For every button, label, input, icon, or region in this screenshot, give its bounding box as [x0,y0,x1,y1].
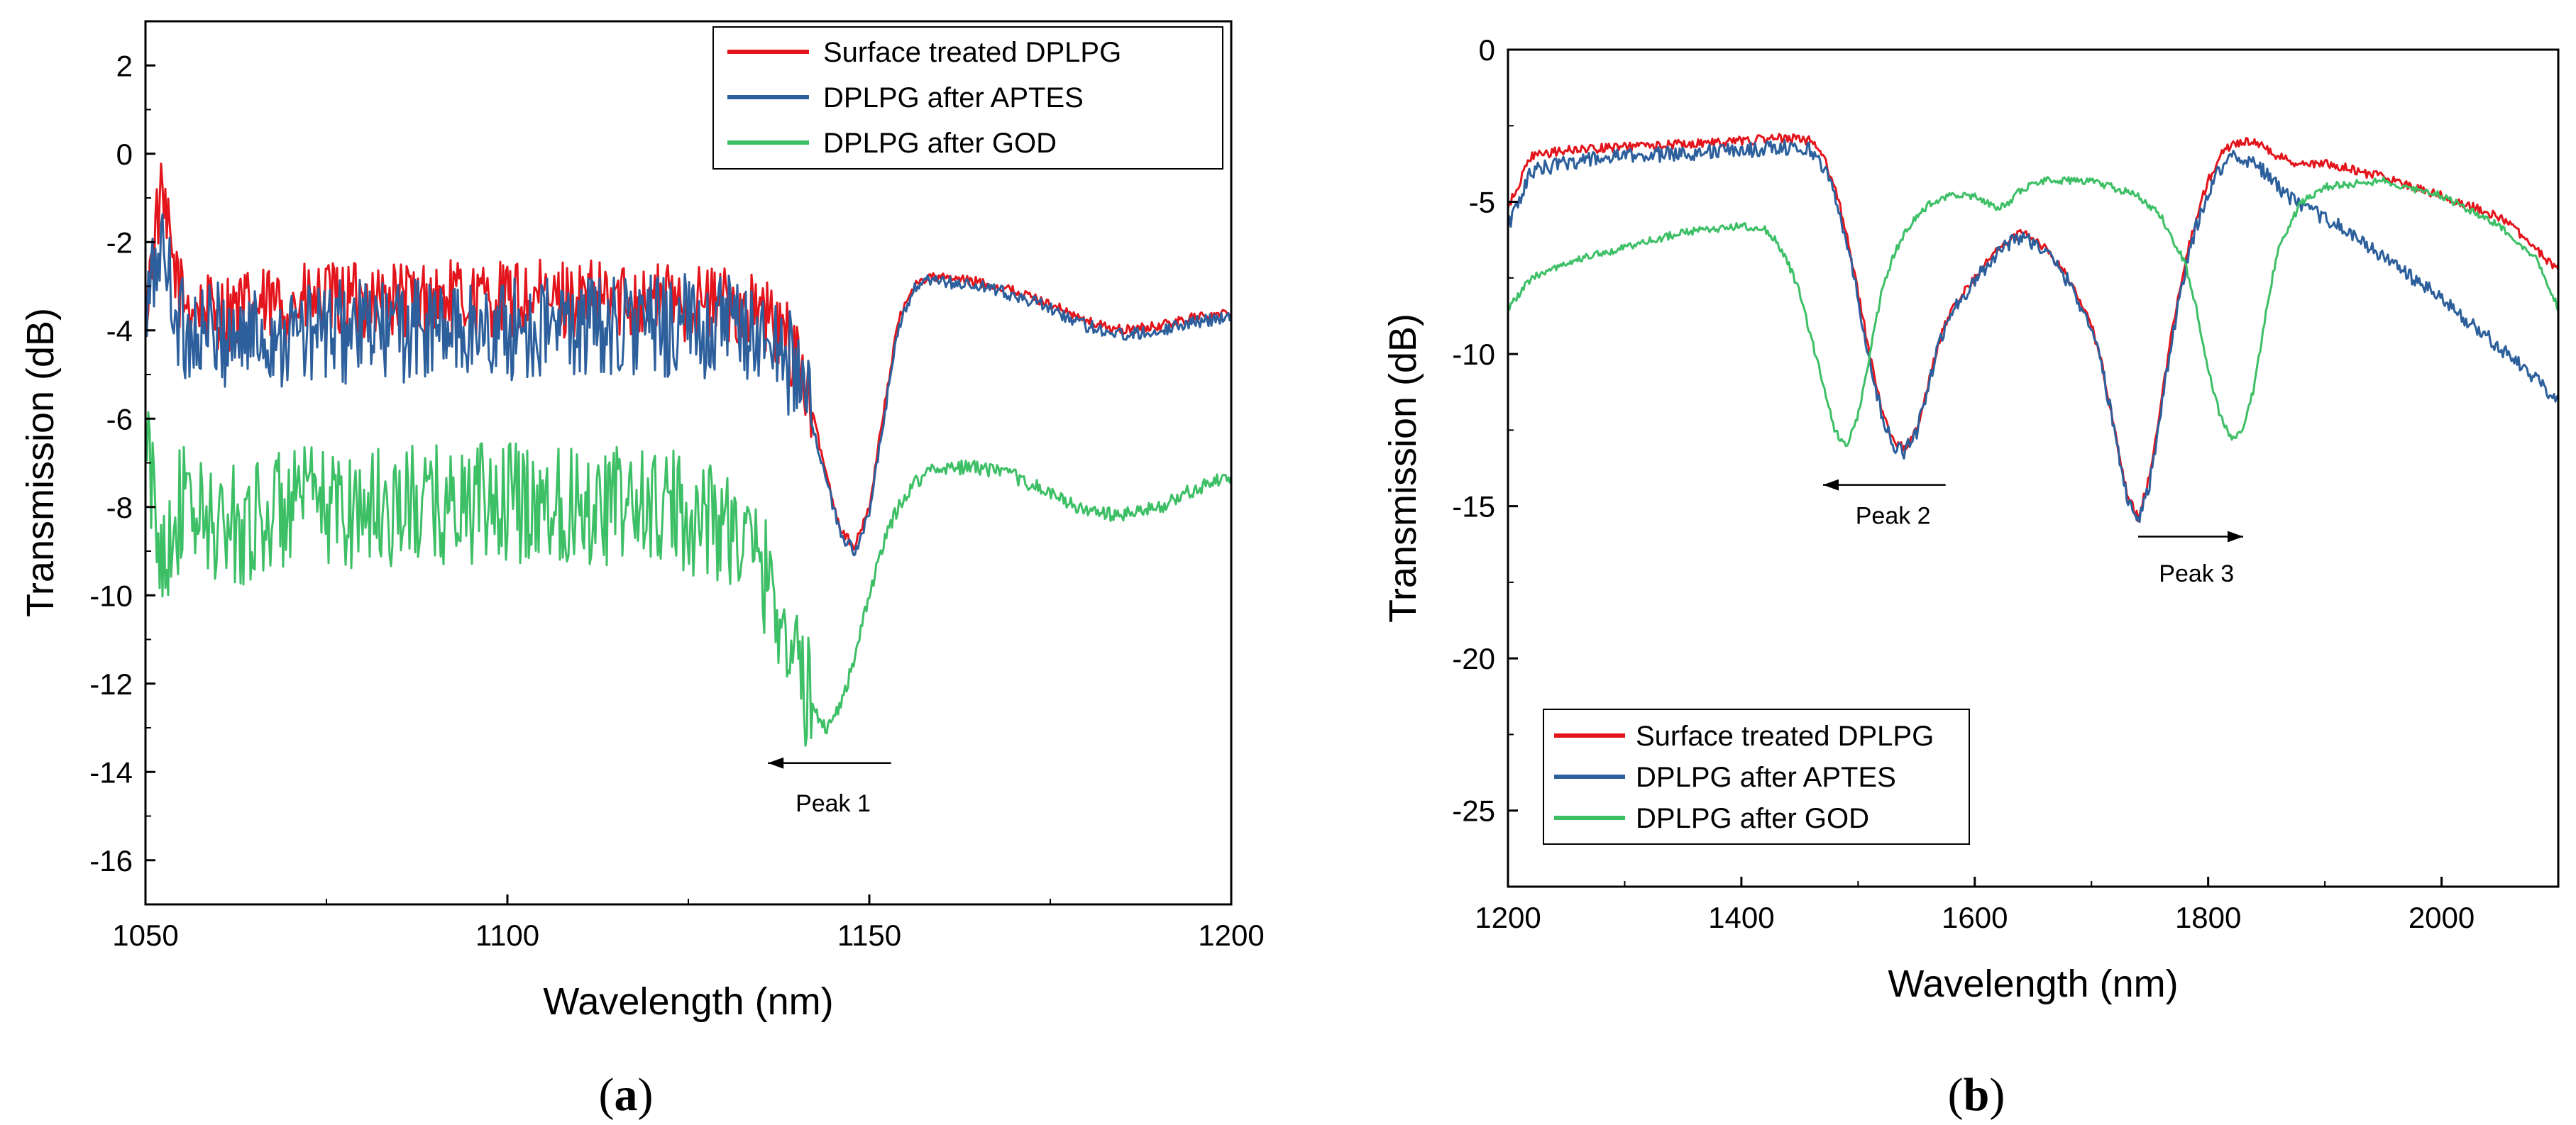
panel-b-letter: b [1964,1069,1990,1121]
panel-a-annotation-label-1: Peak 1 [796,790,871,817]
panel-b: 1200 1400 1600 1800 2000 0 -5 -10 -15 -20 -25 Wave… [1382,33,2560,1121]
panel-b-legend-label-surface-treated: Surface treated DPLPG [1636,721,1934,752]
panel-b-x-tick-label: 2000 [2409,901,2475,934]
panel-a-letter: a [615,1069,638,1121]
panel-b-label: (b) [1948,1069,2005,1121]
panel-a-y-axis-title: Transmission (dB) [19,308,62,617]
panel-a-x-tick-label: 1150 [837,919,901,952]
panel-b-legend-label-god: DPLPG after GOD [1636,803,1869,834]
panel-b-y-axis-title: Transmission (dB) [1382,314,1424,623]
panel-a-y-tick-label: 0 [116,138,133,171]
panel-b-x-tick-label: 1200 [1475,901,1541,934]
panel-a-legend-label-surface-treated: Surface treated DPLPG [823,37,1121,68]
panel-b-series-line-1 [1508,133,2558,523]
panel-b-y-tick-label: -10 [1452,338,1495,371]
panel-b-annotation-arrowhead-2 [2228,531,2243,543]
panel-a-y-tick-label: 2 [116,49,133,82]
panel-a-series-line-2 [145,213,1231,557]
panel-a: 1050 1100 1150 1200 2 0 -2 -4 -6 -8 -10 -12 -14 -16 W… [19,20,1265,1121]
panel-a-y-tick-label: -16 [89,844,133,877]
panel-b-x-tick-label: 1800 [2175,901,2241,934]
panel-b-x-axis-title: Wavelength (nm) [1888,963,2178,1005]
panel-a-x-axis-title: Wavelength (nm) [543,980,833,1023]
panel-a-annotations: Peak 1 [768,757,891,817]
panel-a-legend-label-god: DPLPG after GOD [823,128,1057,159]
panel-a-series-line-1 [145,162,1231,551]
panel-a-y-tick-label: -10 [89,579,133,612]
panel-b-x-tick-label: 1600 [1942,901,2008,934]
panel-a-y-tick-label: -12 [89,667,133,701]
panel-b-y-tick-label: -15 [1452,490,1495,523]
panel-b-series-line-3 [1508,176,2558,448]
panel-b-series-line-2 [1508,139,2558,523]
panel-b-y-tick-label: 0 [1479,33,1495,67]
panel-b-annotation-label-1: Peak 2 [1856,503,1931,530]
panel-a-annotation-arrowhead-1 [768,757,784,769]
panel-a-x-tick-label: 1200 [1198,919,1264,952]
panel-b-plot-frame [1507,48,2560,888]
panel-a-x-tick-label: 1100 [475,919,539,952]
panel-a-y-tick-label: -14 [89,755,133,789]
panel-a-label: (a) [599,1069,654,1121]
panel-a-legend: Surface treated DPLPG DPLPG after APTES … [712,26,1223,170]
panel-b-ticks: 1200 1400 1600 1800 2000 0 -5 -10 -15 -20 -25 [1452,33,2475,934]
panel-a-x-tick-label: 1050 [112,919,178,952]
panel-a-legend-label-aptes: DPLPG after APTES [823,82,1084,113]
panel-b-annotations: Peak 2 Peak 3 [1823,479,2243,587]
panel-a-y-tick-label: -8 [106,491,133,524]
panel-a-y-tick-label: -6 [106,402,133,436]
panel-a-ticks: 1050 1100 1150 1200 2 0 -2 -4 -6 -8 -10 -12 -14 -16 [89,49,1264,952]
panel-a-series-line-3 [145,411,1231,747]
panel-a-series-group [145,162,1231,747]
panel-b-x-tick-label: 1400 [1708,901,1774,934]
panel-b-annotation-arrowhead-1 [1823,479,1839,491]
panel-b-series-group [1508,133,2558,523]
panel-b-y-tick-label: -20 [1452,642,1495,675]
panel-b-y-tick-label: -5 [1469,186,1495,219]
panel-b-y-tick-label: -25 [1452,794,1495,828]
panel-a-y-tick-label: -2 [106,226,133,259]
panel-b-legend: Surface treated DPLPG DPLPG after APTES … [1543,709,1970,845]
panel-a-y-tick-label: -4 [106,314,133,348]
panel-b-legend-label-aptes: DPLPG after APTES [1636,762,1896,793]
panel-b-annotation-label-2: Peak 3 [2159,560,2234,587]
